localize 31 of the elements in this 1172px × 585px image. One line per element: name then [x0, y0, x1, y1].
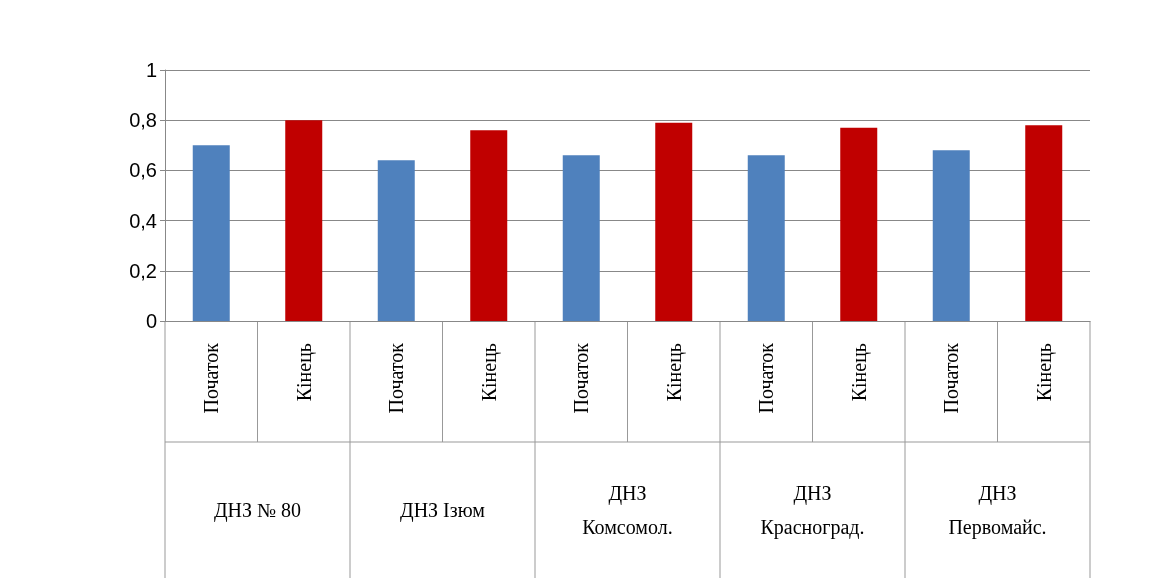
- bar: [562, 155, 600, 321]
- text: ДНЗ № 80: [213, 499, 302, 522]
- bar: [655, 122, 693, 321]
- bar: [840, 127, 878, 321]
- y-tick-label: 0,2: [129, 259, 157, 282]
- text: ДНЗ Комсомол.: [582, 482, 673, 538]
- x-tick-label: Початок: [385, 342, 408, 414]
- bar: [285, 120, 323, 321]
- x-tick-label: Початок: [940, 342, 963, 414]
- y-tick-label: 0,6: [129, 159, 157, 182]
- y-tick-label: 0,8: [129, 109, 157, 132]
- bar: [470, 130, 508, 321]
- bar: [192, 145, 230, 321]
- bar: [932, 150, 970, 321]
- y-tick-label: 0: [145, 310, 157, 332]
- y-tick-label: 1: [145, 59, 157, 81]
- text: ДНЗ Ізюм: [400, 499, 486, 522]
- text: ДНЗ Красноград.: [760, 482, 865, 539]
- x-tick-label: Початок: [755, 342, 778, 414]
- x-tick-label: Початок: [570, 342, 593, 414]
- x-tick-label: Кінець: [847, 343, 871, 402]
- y-tick-label: 0,4: [129, 209, 157, 232]
- bar: [747, 155, 785, 321]
- bar: [1025, 125, 1063, 321]
- x-tick-label: Кінець: [292, 343, 316, 402]
- x-tick-label: Кінець: [1032, 343, 1056, 402]
- text: ДНЗ Первомайс.: [948, 482, 1047, 539]
- x-tick-label: Кінець: [662, 343, 686, 402]
- bar: [377, 160, 415, 321]
- x-tick-label: Кінець: [477, 343, 501, 402]
- x-tick-label: Початок: [200, 342, 223, 414]
